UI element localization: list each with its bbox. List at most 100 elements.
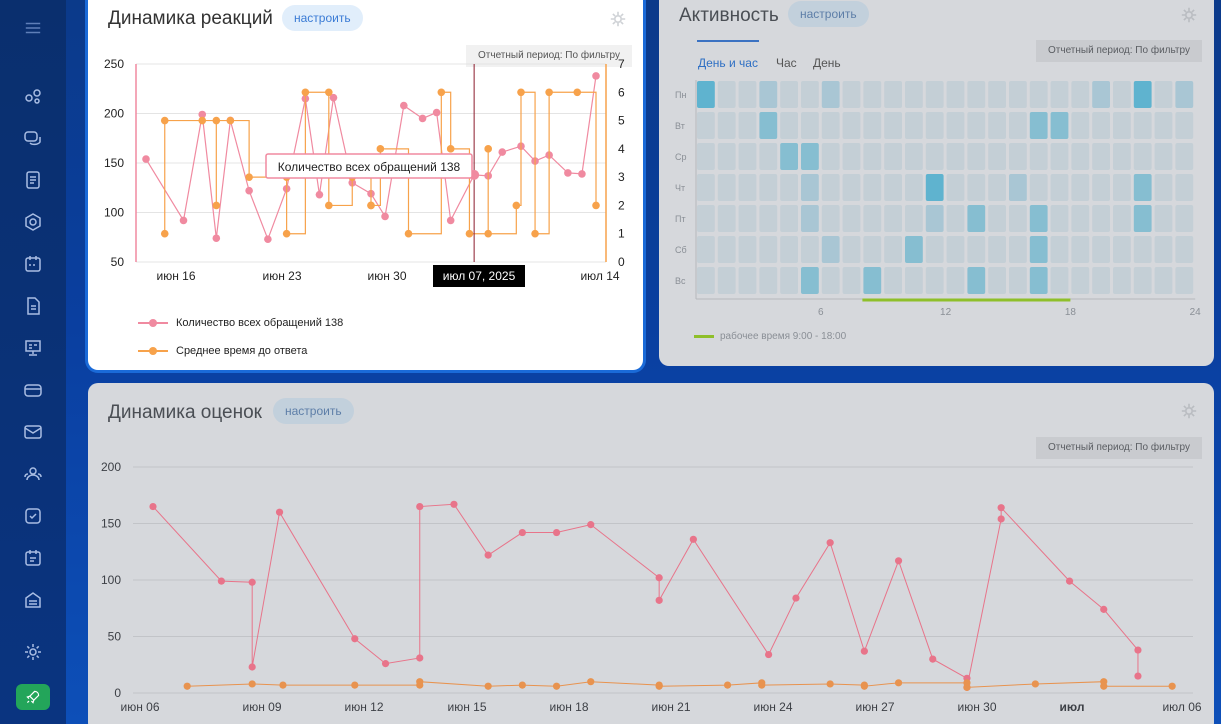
rating-point xyxy=(217,577,225,585)
activity-card: Активность настроить Отчетный период: По… xyxy=(659,0,1214,366)
y-left-tick-label: 150 xyxy=(104,156,124,170)
heat-cell xyxy=(821,205,840,232)
point-count xyxy=(179,216,188,225)
x-tick-label: июн 30 xyxy=(367,269,406,283)
point-avg xyxy=(245,173,253,181)
y-right-tick-label: 6 xyxy=(618,85,625,99)
tab-day-hour[interactable]: День и час xyxy=(698,56,758,70)
point-avg xyxy=(367,201,375,210)
heat-cell xyxy=(738,81,757,108)
heat-cell xyxy=(905,81,923,108)
heat-cell xyxy=(863,267,882,294)
rating-point xyxy=(484,551,492,559)
tab-hour[interactable]: Час xyxy=(776,56,797,70)
heat-cell xyxy=(1050,143,1069,170)
file-icon[interactable] xyxy=(19,292,47,320)
heat-cell xyxy=(988,236,1006,263)
heat-cell xyxy=(1154,112,1173,139)
gear-icon[interactable] xyxy=(610,11,626,27)
day-label: Сб xyxy=(675,245,687,255)
rating-point xyxy=(416,502,424,511)
heat-cell xyxy=(988,81,1006,108)
y-left-tick-label: 250 xyxy=(104,57,124,71)
schedule-icon[interactable] xyxy=(19,544,47,572)
rating-point xyxy=(149,502,157,511)
heat-cell xyxy=(905,143,923,170)
ratings-config-button[interactable]: настроить xyxy=(273,398,354,424)
gear-icon[interactable] xyxy=(1181,7,1197,23)
heat-cell xyxy=(1175,205,1194,232)
point-avg xyxy=(484,229,492,238)
rating-point xyxy=(1031,680,1039,688)
point-avg xyxy=(465,229,474,238)
rating-point xyxy=(1134,672,1142,680)
point-count xyxy=(142,155,150,163)
heat-cell xyxy=(759,205,778,232)
heat-cell xyxy=(1133,112,1152,139)
presentation-icon[interactable] xyxy=(19,334,47,362)
rating-point xyxy=(894,679,903,687)
heat-cell xyxy=(697,205,715,232)
heat-cell xyxy=(884,205,902,232)
rating-point xyxy=(1100,605,1108,613)
heat-cell xyxy=(780,236,798,263)
document-icon[interactable] xyxy=(19,166,47,194)
heat-cell xyxy=(946,81,965,108)
rating-point xyxy=(792,594,800,602)
settings-icon[interactable] xyxy=(19,638,47,666)
heat-cell xyxy=(842,236,861,263)
mail-icon[interactable] xyxy=(19,418,47,446)
legend-avg: Среднее время до ответа xyxy=(138,345,307,357)
heat-cell xyxy=(967,205,986,232)
heat-cell xyxy=(988,267,1006,294)
heat-cell xyxy=(1175,174,1194,201)
menu-icon[interactable] xyxy=(19,14,47,42)
x-tick-label: июн 09 xyxy=(242,700,281,714)
heat-cell xyxy=(1029,112,1048,139)
heat-cell xyxy=(842,174,861,201)
point-avg xyxy=(376,145,385,153)
rating-point xyxy=(275,508,284,516)
pipeline-icon[interactable] xyxy=(19,82,47,110)
card-icon[interactable] xyxy=(19,376,47,404)
heat-cell xyxy=(884,81,902,108)
tooltip-box xyxy=(265,153,473,179)
activity-config-button[interactable]: настроить xyxy=(788,1,869,27)
heat-cell xyxy=(1009,205,1027,232)
gear-icon[interactable] xyxy=(1181,403,1197,419)
heat-cell xyxy=(967,174,986,201)
heat-cell xyxy=(697,143,715,170)
heat-cell xyxy=(738,112,757,139)
rating-point xyxy=(183,682,191,690)
rocket-icon[interactable] xyxy=(16,684,50,710)
activity-title: Активность xyxy=(679,5,779,26)
heat-cell xyxy=(780,174,798,201)
tab-day[interactable]: День xyxy=(813,56,841,70)
heat-cell xyxy=(905,205,923,232)
heat-cell xyxy=(1071,112,1090,139)
y-left-tick-label: 200 xyxy=(104,107,124,121)
rating-point xyxy=(1065,577,1074,585)
users-icon[interactable] xyxy=(19,460,47,488)
rating-point xyxy=(963,683,971,691)
point-count xyxy=(315,190,324,199)
heat-cell xyxy=(1113,236,1131,263)
heat-cell xyxy=(1050,236,1069,263)
point-avg xyxy=(517,88,525,97)
heat-cell xyxy=(884,267,902,294)
reactions-config-button[interactable]: настроить xyxy=(282,5,363,31)
heat-cell xyxy=(863,81,882,108)
chat-icon[interactable] xyxy=(19,124,47,152)
rating-point xyxy=(723,681,732,689)
warehouse-icon[interactable] xyxy=(19,586,47,614)
checkbox-icon[interactable] xyxy=(19,502,47,530)
rating-point xyxy=(997,515,1005,523)
calendar-icon[interactable] xyxy=(19,250,47,278)
heat-cell xyxy=(1029,143,1048,170)
point-avg xyxy=(226,116,235,125)
rating-series-line xyxy=(152,503,1139,688)
hexagon-icon[interactable] xyxy=(19,208,47,236)
y-right-tick-label: 0 xyxy=(618,255,625,269)
y-left-tick-label: 100 xyxy=(104,206,124,220)
heat-cell xyxy=(967,143,986,170)
